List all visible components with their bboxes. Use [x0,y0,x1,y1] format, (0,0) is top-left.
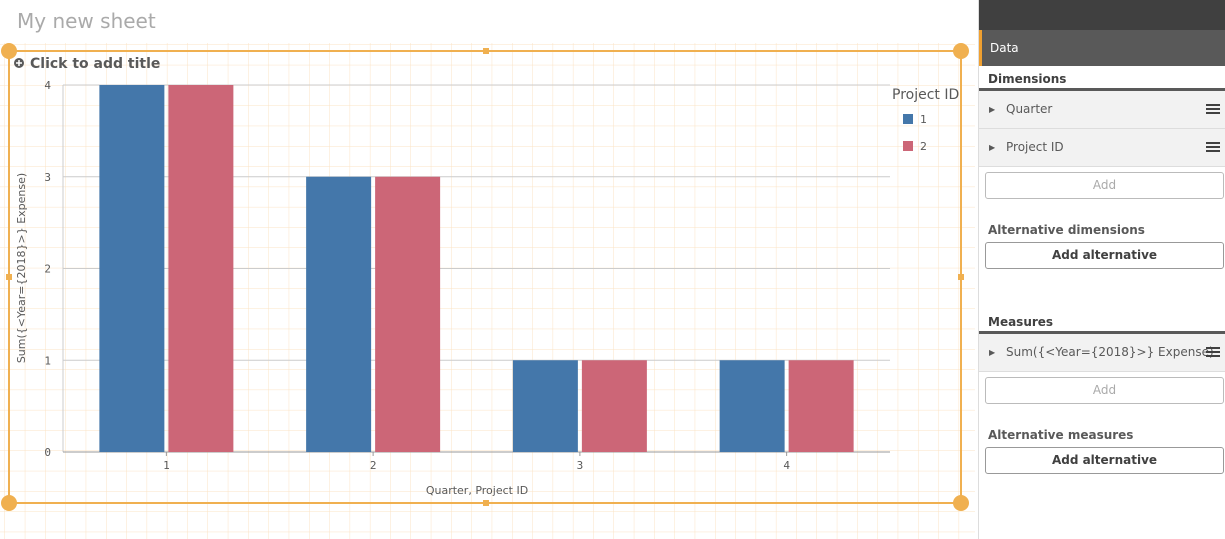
sheet-title: My new sheet [17,9,156,33]
legend-title: Project ID [892,87,959,103]
y-tick-label: 4 [44,79,51,92]
chart-title[interactable]: Click to add title [30,56,160,72]
dimensions-heading: Dimensions [979,66,1225,91]
add-button[interactable]: Add [985,172,1224,199]
data-tab[interactable]: Data [979,30,1225,66]
bar [512,360,578,452]
dimension-item[interactable]: ▶ Project ID [979,129,1225,167]
legend-label: 2 [920,140,927,153]
x-axis-label: Quarter, Project ID [426,484,528,497]
legend-swatch [903,141,913,151]
properties-panel: Data Dimensions ▶ Quarter ▶ Project ID Add… [978,0,1225,539]
x-tick-label: 1 [163,459,170,472]
dimension-label: Quarter [1006,102,1053,116]
legend-label: 1 [920,113,927,126]
sheet: My new sheet Click to add title Sum({<Ye… [0,9,975,539]
measures-heading: Measures [979,309,1225,334]
x-tick-label: 3 [577,459,584,472]
add-alternative-button[interactable]: Add alternative [985,242,1224,269]
bar [375,176,441,452]
dimension-label: Project ID [1006,140,1064,154]
add-button[interactable]: Add [985,377,1224,404]
bar [581,360,647,452]
x-tick-label: 2 [370,459,377,472]
add-alternative-button[interactable]: Add alternative [985,447,1224,474]
bar [719,360,785,452]
dimension-item[interactable]: ▶ Quarter [979,91,1225,129]
x-tick-label: 4 [783,459,790,472]
y-tick-label: 3 [44,171,51,184]
panel-toolbar [979,0,1225,30]
add-icon-plus [16,60,22,66]
y-axis-label: Sum({<Year={2018}>} Expense) [15,173,28,363]
y-tick-label: 2 [44,263,51,276]
legend-swatch [903,114,913,124]
y-tick-label: 0 [44,446,51,459]
bar [168,85,234,452]
alt-dimensions-heading: Alternative dimensions [988,223,1145,237]
y-tick-label: 1 [44,354,51,367]
bar [99,85,165,452]
alt-measures-heading: Alternative measures [988,428,1134,442]
measure-item[interactable]: ▶ Sum({<Year={2018}>} Expense) [979,334,1225,372]
measure-label: Sum({<Year={2018}>} Expense) [1006,345,1214,359]
bar [306,176,372,452]
bar [788,360,854,452]
frame-handles [1,43,969,511]
